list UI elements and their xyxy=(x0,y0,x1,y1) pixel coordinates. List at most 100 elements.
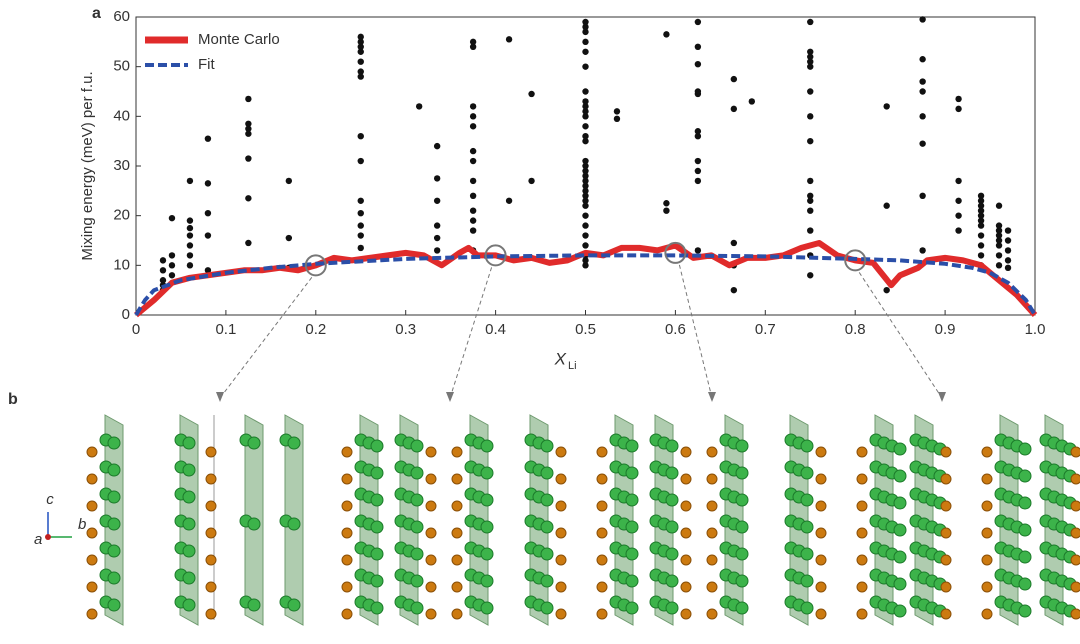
data-point xyxy=(204,232,212,239)
highlight-circle xyxy=(844,249,867,272)
data-point xyxy=(694,157,702,165)
data-point xyxy=(433,142,441,150)
atom-li xyxy=(625,466,639,480)
data-point xyxy=(977,197,985,204)
data-point xyxy=(357,68,364,75)
data-point xyxy=(807,227,814,234)
data-point xyxy=(919,247,926,254)
atom-o xyxy=(706,608,718,620)
data-point xyxy=(977,232,985,239)
atom-li xyxy=(1018,577,1032,591)
atom-li xyxy=(893,469,907,483)
atom-li xyxy=(735,520,749,534)
atom-o xyxy=(706,473,718,485)
atom-o xyxy=(451,581,463,593)
atom-li xyxy=(800,601,814,615)
atom-o xyxy=(555,608,567,620)
atom-li xyxy=(540,466,554,480)
data-point xyxy=(663,207,670,214)
data-point xyxy=(245,95,252,103)
atom-o xyxy=(856,527,868,539)
atom-li xyxy=(1018,523,1032,537)
data-point xyxy=(730,105,738,113)
y-tick-label: 20 xyxy=(113,207,130,224)
atom-li xyxy=(735,601,749,615)
data-point xyxy=(582,23,589,31)
atom-o xyxy=(555,500,567,512)
highlight-circle xyxy=(664,241,687,264)
atom-o xyxy=(981,446,993,458)
atom-li xyxy=(893,604,907,618)
data-point xyxy=(582,98,589,105)
atom-o xyxy=(680,554,692,566)
x-tick-label: 0.8 xyxy=(845,321,866,338)
atom-li xyxy=(182,571,196,585)
data-point xyxy=(995,242,1003,249)
data-point xyxy=(748,98,756,105)
data-point xyxy=(204,267,212,274)
atom-o xyxy=(815,554,827,566)
atom-o xyxy=(1070,608,1080,620)
data-point xyxy=(807,58,814,65)
data-point xyxy=(357,232,364,239)
atom-li xyxy=(893,550,907,564)
panel-label: a xyxy=(92,5,101,22)
atom-li xyxy=(410,493,424,507)
data-point xyxy=(469,157,477,165)
data-point xyxy=(285,234,293,242)
atom-o xyxy=(856,473,868,485)
data-point xyxy=(168,262,176,269)
data-point xyxy=(582,187,589,195)
data-point xyxy=(1004,237,1012,244)
atom-li xyxy=(665,601,679,615)
atom-li xyxy=(625,520,639,534)
y-tick-label: 30 xyxy=(113,157,130,174)
atom-o xyxy=(596,608,608,620)
atom-o xyxy=(425,527,437,539)
atom-li xyxy=(800,466,814,480)
y-tick-label: 10 xyxy=(113,256,130,273)
x-tick-label: 0.1 xyxy=(215,321,236,338)
atom-li xyxy=(410,601,424,615)
atom-o xyxy=(86,473,98,485)
atom-li xyxy=(625,601,639,615)
atom-li xyxy=(1018,550,1032,564)
y-tick-label: 60 xyxy=(113,8,130,25)
atom-o xyxy=(86,581,98,593)
arrow-head xyxy=(938,392,946,402)
atom-o xyxy=(706,554,718,566)
atom-o xyxy=(940,446,952,458)
data-point xyxy=(582,63,589,70)
atom-li xyxy=(665,547,679,561)
atom-li xyxy=(370,520,384,534)
data-point xyxy=(977,217,985,224)
data-point xyxy=(159,257,167,264)
atom-o xyxy=(680,473,692,485)
atom-li xyxy=(540,601,554,615)
data-point xyxy=(955,105,962,113)
atom-o xyxy=(86,527,98,539)
atom-o xyxy=(451,500,463,512)
data-point xyxy=(582,262,589,269)
atom-o xyxy=(1070,446,1080,458)
atom-li xyxy=(625,439,639,453)
atom-o xyxy=(341,527,353,539)
atom-li xyxy=(625,574,639,588)
axis-label: b xyxy=(78,516,86,533)
atom-li xyxy=(800,574,814,588)
data-point xyxy=(357,133,364,140)
data-point xyxy=(995,227,1003,234)
atom-o xyxy=(680,500,692,512)
atom-li xyxy=(1018,604,1032,618)
data-point xyxy=(357,73,364,80)
atom-li xyxy=(800,547,814,561)
data-point xyxy=(807,272,814,279)
data-point xyxy=(807,197,814,204)
data-point xyxy=(433,247,441,254)
series-line xyxy=(134,240,1038,318)
atom-o xyxy=(86,500,98,512)
data-point xyxy=(977,207,985,214)
atom-li xyxy=(893,577,907,591)
atom-o xyxy=(940,527,952,539)
atom-o xyxy=(981,581,993,593)
